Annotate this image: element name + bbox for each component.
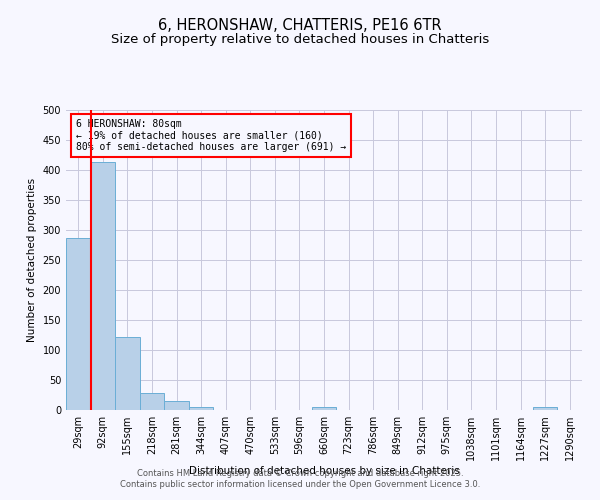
Bar (115, 337, 140, 410)
Text: Size of property relative to detached houses in Chatteris: Size of property relative to detached ho… (111, 32, 489, 46)
Bar (140, 392, 164, 410)
Y-axis label: Number of detached properties: Number of detached properties (27, 178, 37, 342)
X-axis label: Distribution of detached houses by size in Chatteris: Distribution of detached houses by size … (188, 466, 460, 476)
Text: Contains HM Land Registry data © Crown copyright and database right 2025.: Contains HM Land Registry data © Crown c… (137, 468, 463, 477)
Bar (66, 238, 91, 410)
Text: 6 HERONSHAW: 80sqm
← 19% of detached houses are smaller (160)
80% of semi-detach: 6 HERONSHAW: 80sqm ← 19% of detached hou… (76, 119, 347, 152)
Bar (312, 407, 336, 410)
Bar (91, 162, 115, 410)
Text: Contains public sector information licensed under the Open Government Licence 3.: Contains public sector information licen… (120, 480, 480, 489)
Bar (533, 407, 557, 410)
Bar (164, 401, 189, 410)
Text: 6, HERONSHAW, CHATTERIS, PE16 6TR: 6, HERONSHAW, CHATTERIS, PE16 6TR (158, 18, 442, 32)
Bar (189, 407, 214, 410)
